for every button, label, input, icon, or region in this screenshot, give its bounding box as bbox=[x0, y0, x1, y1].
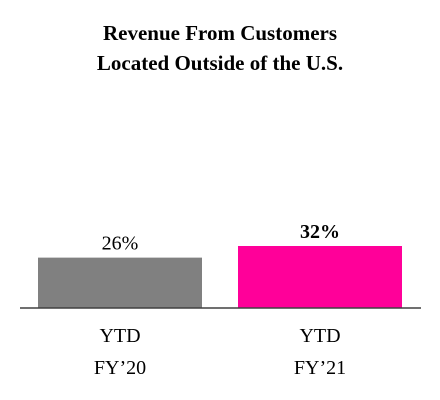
bar-1 bbox=[38, 257, 202, 308]
chart-title-line-2: Located Outside of the U.S. bbox=[96, 51, 344, 75]
category-label-2-line-1: YTD bbox=[299, 325, 340, 347]
category-label-1-line-1: YTD bbox=[99, 325, 140, 347]
chart-title: Revenue From Customers Located Outside o… bbox=[0, 18, 440, 78]
data-label-group: 26% 32% bbox=[102, 221, 340, 255]
category-label-group: YTD FY’20 YTD FY’21 bbox=[94, 325, 346, 379]
bar-group bbox=[38, 246, 402, 308]
data-label-1: 26% bbox=[102, 233, 139, 255]
bar-2 bbox=[238, 246, 402, 308]
data-label-2: 32% bbox=[300, 221, 340, 243]
category-label-2-line-2: FY’21 bbox=[294, 357, 346, 379]
category-label-1-line-2: FY’20 bbox=[94, 357, 146, 379]
chart-title-line-1: Revenue From Customers bbox=[102, 21, 338, 45]
